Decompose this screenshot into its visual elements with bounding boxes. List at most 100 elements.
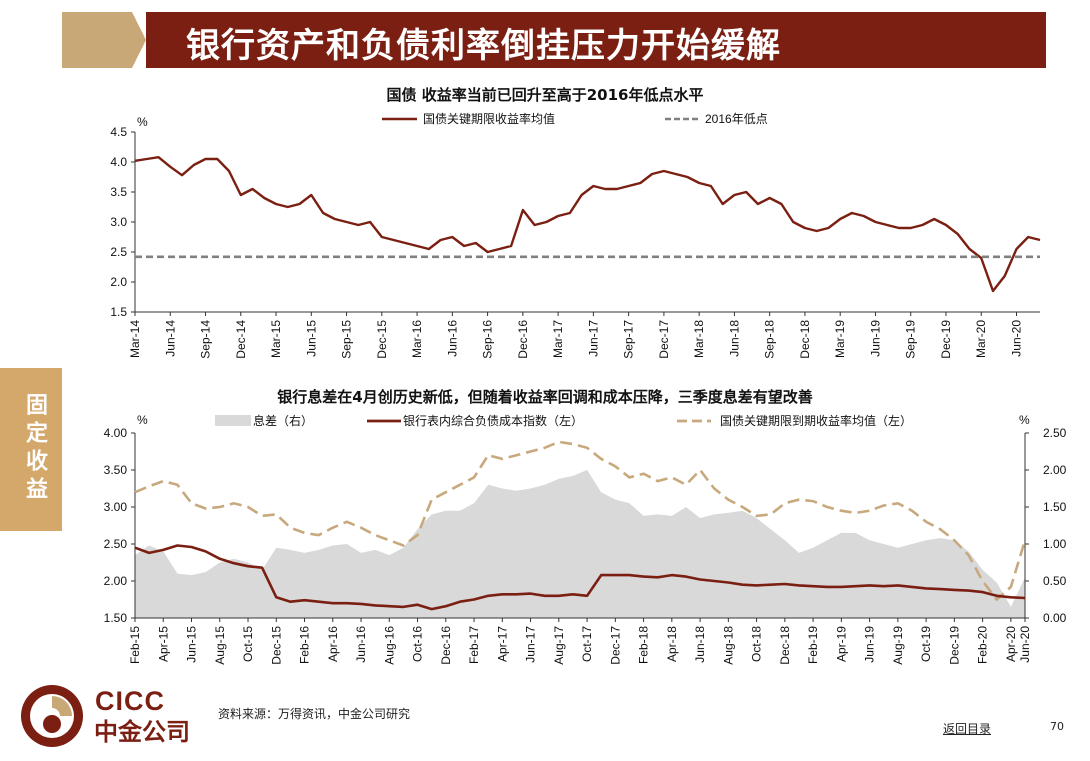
chart2-x-tick-label: Aug-17 — [552, 626, 566, 665]
chart1-x-tick-label: Mar-17 — [551, 320, 565, 358]
section-tab[interactable] — [0, 368, 62, 531]
chart2-y-tick-label-right: 1.50 — [1043, 500, 1067, 514]
chart2-x-tick-label: Feb-19 — [806, 626, 820, 664]
chart2-x-tick-label: Dec-16 — [439, 626, 453, 665]
chart1-y-tick-label: 4.0 — [110, 155, 127, 169]
chart2-y-unit-right: % — [1019, 413, 1030, 427]
chart2-spread: 4.00 3.50 3.00 2.50 2.00 1.50 2.50 2.00 1.50 1.00… — [104, 413, 1067, 665]
chart1-x-tick-label: Jun-19 — [868, 320, 882, 357]
chart1-x-tick-label: Sep-14 — [199, 320, 213, 359]
chart1-y-tick-label: 1.5 — [110, 305, 127, 319]
chart2-x-tick-label: Aug-18 — [721, 626, 735, 665]
chart1-title: 国债 收益率当前已回升至高于2016年低点水平 — [386, 86, 704, 104]
chart2-x-tick-label: Jun-17 — [524, 626, 538, 663]
chart2-x-tick-label: Jun-19 — [863, 626, 877, 663]
chart1-x-tick-label: Mar-14 — [128, 320, 142, 358]
header-accent-block — [62, 12, 132, 68]
chart2-x-tick-label: Dec-18 — [778, 626, 792, 665]
chart2-x-tick-label: Dec-15 — [269, 626, 283, 665]
chart2-y-unit-left: % — [137, 413, 148, 427]
back-to-contents-link[interactable]: 返回目录 — [943, 722, 992, 736]
chart1-x-tick-label: Dec-18 — [798, 320, 812, 359]
chart2-x-tick-label: Feb-17 — [467, 626, 481, 664]
chart1-y-tick-label: 3.0 — [110, 215, 127, 229]
page-title: 银行资产和负债利率倒挂压力开始缓解 — [186, 26, 781, 66]
chart1-x-tick-label: Sep-19 — [904, 320, 918, 359]
chart2-x-tick-label: Feb-18 — [637, 626, 651, 664]
chart2-x-tick-label: Aug-19 — [891, 626, 905, 665]
chart1-x-tick-label: Dec-17 — [657, 320, 671, 359]
chart1-x-tick-label: Mar-19 — [833, 320, 847, 358]
chart1-x-tick-label: Dec-16 — [516, 320, 530, 359]
legend-label-spread: 息差（右） — [253, 413, 313, 428]
chart2-x-tick-label: Jun-18 — [693, 626, 707, 663]
chart2-y-tick-label-right: 2.50 — [1043, 426, 1067, 440]
cicc-logo-icon — [21, 685, 83, 747]
chart1-x-tick-label: Mar-16 — [410, 320, 424, 358]
section-tab-label: 固定收益 — [22, 393, 47, 505]
chart1-y-tick-label: 2.0 — [110, 275, 127, 289]
chart2-x-tick-label: Feb-20 — [976, 626, 990, 664]
chart2-y-tick-label-left: 2.50 — [104, 537, 128, 551]
chart1-x-tick-label: Jun-17 — [586, 320, 600, 357]
chart2-y-tick-label-right: 2.00 — [1043, 463, 1067, 477]
chart1-x-tick-label: Mar-15 — [269, 320, 283, 358]
chart1-x-tick-label: Dec-14 — [234, 320, 248, 359]
chart2-x-tick-label: Dec-17 — [608, 626, 622, 665]
chart2-y-tick-label-left: 3.00 — [104, 500, 128, 514]
legend-label-2016-low: 2016年低点 — [705, 112, 768, 126]
chart1-x-tick-label: Sep-17 — [622, 320, 636, 359]
series-yield-line — [134, 156, 1041, 293]
chart1-x-tick-label: Dec-15 — [375, 320, 389, 359]
chart1-y-unit: % — [137, 115, 148, 129]
chart2-x-tick-label: Dec-19 — [947, 626, 961, 665]
chart2-x-tick-label: Apr-20 — [1004, 626, 1018, 662]
chart2-x-tick-label: Oct-18 — [750, 626, 764, 662]
chart1-y-tick-label: 2.5 — [110, 245, 127, 259]
chart2-x-tick-label: Apr-15 — [156, 626, 170, 662]
series-cost-index-line — [134, 544, 1026, 611]
chart2-y-tick-label-right: 1.00 — [1043, 537, 1067, 551]
chart2-x-tick-label: Oct-17 — [580, 626, 594, 662]
chart1-x-tick-label: Mar-20 — [974, 320, 988, 358]
chart2-x-tick-label: Apr-16 — [326, 626, 340, 662]
chart1-x-tick-label: Jun-15 — [304, 320, 318, 357]
chart1-x-tick-label: Jun-18 — [727, 320, 741, 357]
chart1-y-tick-label: 3.5 — [110, 185, 127, 199]
chart2-x-tick-label: Feb-16 — [298, 626, 312, 664]
source-note: 资料来源：万得资讯，中金公司研究 — [218, 707, 411, 721]
chart1-x-tick-label: Sep-18 — [763, 320, 777, 359]
header-title-bar — [146, 12, 1046, 68]
chart1-x-tick-label: Jun-20 — [1009, 320, 1023, 357]
logo-text-en: CICC — [95, 686, 165, 716]
chart2-title: 银行息差在4月创历史新低，但随着收益率回调和成本压降，三季度息差有望改善 — [277, 388, 813, 406]
chart2-x-tick-label: Aug-15 — [213, 626, 227, 665]
chart2-y-tick-label-left: 1.50 — [104, 611, 128, 625]
series-bond-yield-line — [134, 440, 1027, 602]
chart2-y-tick-label-left: 4.00 — [104, 426, 128, 440]
page-number: 70 — [1050, 720, 1064, 733]
chart1-x-tick-label: Jun-16 — [445, 320, 459, 357]
legend-label-cost: 银行表内综合负债成本指数（左） — [403, 413, 583, 428]
legend-label-bond-yield: 国债关键期限到期收益率均值（左） — [720, 413, 912, 428]
series-spread-area — [135, 470, 1025, 618]
chart2-x-tick-label: Jun-20 — [1018, 626, 1032, 663]
chart2-y-tick-label-left: 3.50 — [104, 463, 128, 477]
chart2-x-tick-label: Oct-15 — [241, 626, 255, 662]
chart2-x-tick-label: Apr-19 — [834, 626, 848, 662]
chart2-x-tick-label: Oct-16 — [411, 626, 425, 662]
chart1-x-tick-label: Mar-18 — [692, 320, 706, 358]
logo-text-cn: 中金公司 — [94, 718, 190, 746]
chart2-x-tick-label: Jun-15 — [185, 626, 199, 663]
chart1-x-tick-label: Sep-16 — [481, 320, 495, 359]
header-arrow-icon — [132, 12, 146, 68]
chart1-x-tick-label: Jun-14 — [163, 320, 177, 357]
chart1-x-tick-label: Sep-15 — [340, 320, 354, 359]
chart2-x-tick-label: Feb-15 — [128, 626, 142, 664]
chart2-x-tick-label: Oct-19 — [919, 626, 933, 662]
legend-label-yield: 国债关键期限收益率均值 — [423, 111, 555, 126]
chart2-x-tick-label: Apr-17 — [495, 626, 509, 662]
chart1-yield: 4.5 4.0 3.5 3.0 2.5 2.0 1.5% Mar-14 Jun-14 Sep-14… — [110, 111, 1041, 359]
chart2-x-tick-label: Apr-18 — [665, 626, 679, 662]
legend-swatch-spread — [215, 415, 251, 426]
